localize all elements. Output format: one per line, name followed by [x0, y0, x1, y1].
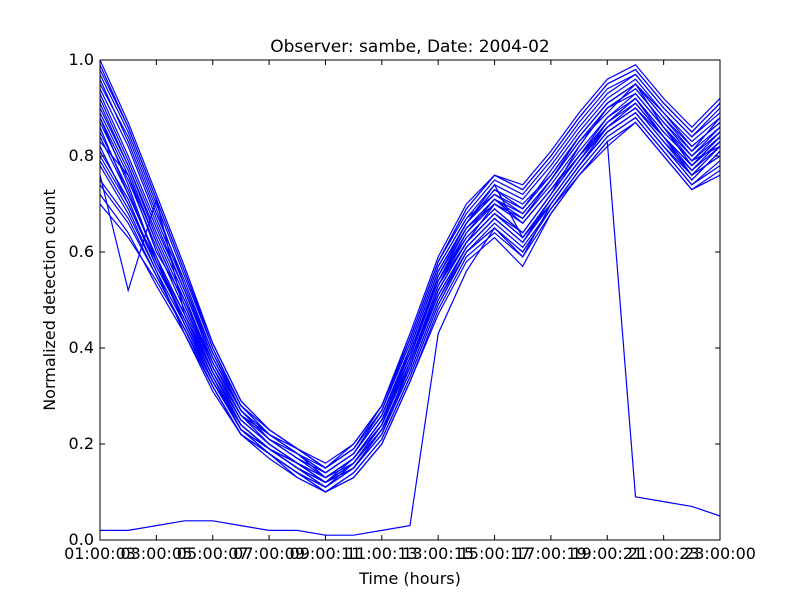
x-axis-label: Time (hours)	[358, 569, 461, 588]
series-line-25	[99, 73, 721, 469]
y-axis-label: Normalized detection count	[40, 189, 59, 411]
series-line-23	[99, 87, 721, 479]
y-tick-label: 0.2	[69, 434, 94, 453]
series-line-30	[100, 140, 721, 536]
y-tick-label: 1.0	[69, 50, 94, 69]
chart-title: Observer: sambe, Date: 2004-02	[270, 37, 550, 57]
series-line-28	[99, 116, 721, 493]
y-tick-label: 0.0	[69, 530, 94, 549]
x-tick-label: 17:00:19	[515, 544, 587, 563]
plot-area	[99, 59, 721, 536]
series-line-29	[99, 64, 721, 469]
plot-frame	[99, 59, 721, 541]
x-tick-label: 11:00:13	[346, 544, 418, 563]
x-tick-label: 13:00:15	[402, 544, 474, 563]
y-tick-label: 0.8	[69, 146, 94, 165]
series-line-22	[99, 121, 721, 493]
axes: 01:00:0303:00:0505:00:0707:00:0909:00:11…	[64, 50, 756, 563]
y-tick-label: 0.4	[69, 338, 94, 357]
y-tick-label: 0.6	[69, 242, 94, 261]
x-tick-label: 09:00:11	[290, 544, 362, 563]
series-line-27	[99, 97, 721, 479]
series-line-26	[99, 111, 721, 488]
x-tick-label: 03:00:05	[120, 544, 192, 563]
x-tick-label: 07:00:09	[233, 544, 305, 563]
x-tick-label: 01:00:03	[64, 544, 136, 563]
x-tick-label: 05:00:07	[177, 544, 249, 563]
x-tick-label: 21:00:23	[628, 544, 700, 563]
x-tick-label: 23:00:00	[684, 544, 756, 563]
x-tick-label: 15:00:17	[459, 544, 531, 563]
series-line-18	[99, 83, 721, 474]
x-tick-label: 19:00:21	[571, 544, 643, 563]
series-line-24	[99, 97, 721, 484]
